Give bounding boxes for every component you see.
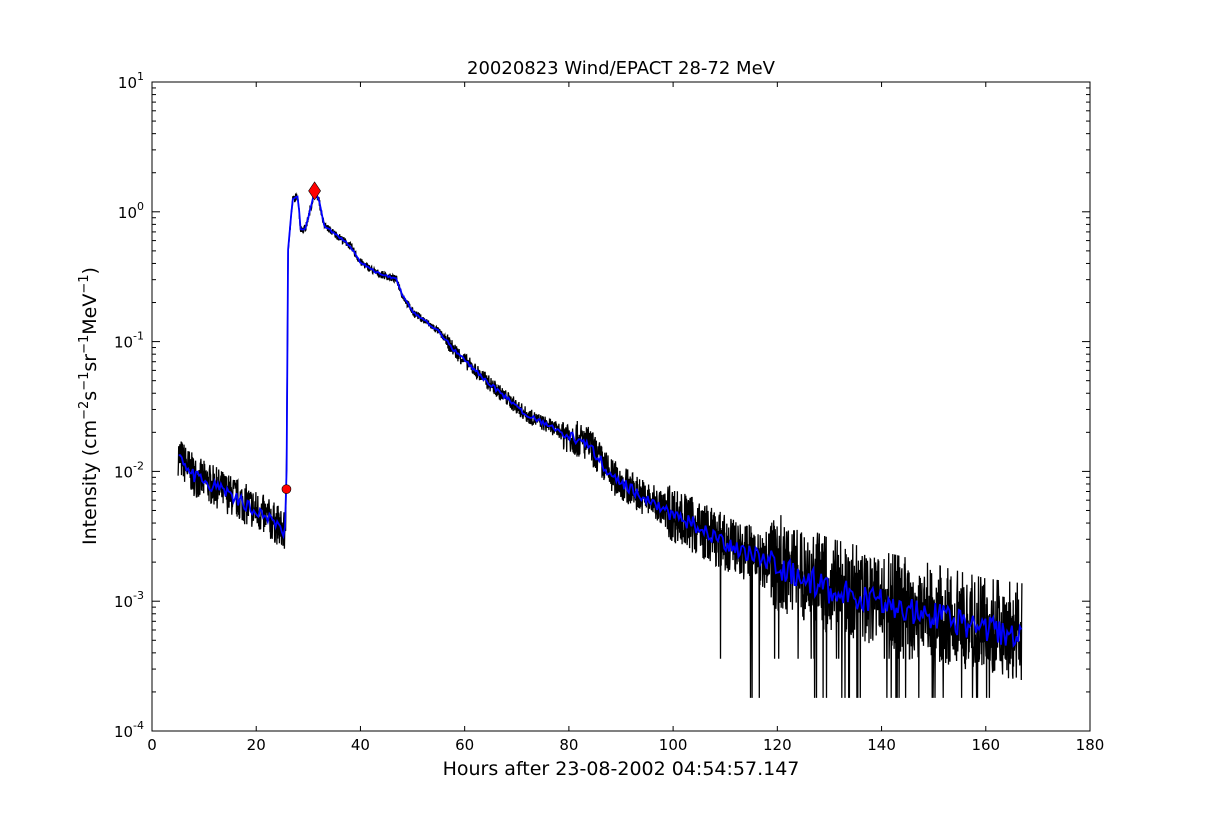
plot-area (177, 181, 1023, 698)
x-tick-label: 100 (659, 736, 688, 754)
y-axis-label: Intensity (cm−2s−1sr−1MeV−1) (77, 267, 101, 545)
y-tick-label: 10-4 (114, 719, 144, 741)
y-tick-label: 10-1 (114, 330, 144, 352)
x-tick-label: 180 (1076, 736, 1105, 754)
peak-marker (308, 181, 321, 201)
onset-marker (281, 484, 292, 494)
raw-series-line (177, 189, 1023, 698)
axes-frame (151, 81, 1091, 732)
axes: 0 20 40 60 80 100 120 140 160 180 10-4 10-3 10-2 10-1… (114, 70, 1104, 754)
y-tick-label: 10-3 (114, 589, 144, 611)
chart-title: 20020823 Wind/EPACT 28-72 MeV (467, 58, 776, 79)
x-tick-label: 120 (763, 736, 792, 754)
y-tick-label: 100 (118, 200, 144, 222)
smoothed-series-line (178, 191, 1023, 648)
x-tick-label: 60 (455, 736, 474, 754)
x-tick-label: 20 (247, 736, 266, 754)
y-tick-label: 101 (118, 70, 144, 92)
x-tick-label: 0 (147, 736, 157, 754)
x-tick-label: 40 (351, 736, 370, 754)
x-tick-label: 140 (867, 736, 896, 754)
x-tick-label: 160 (971, 736, 1000, 754)
x-tick-label: 80 (559, 736, 578, 754)
x-axis-label: Hours after 23-08-2002 04:54:57.147 (443, 758, 800, 780)
y-tick-label: 10-2 (114, 459, 144, 481)
